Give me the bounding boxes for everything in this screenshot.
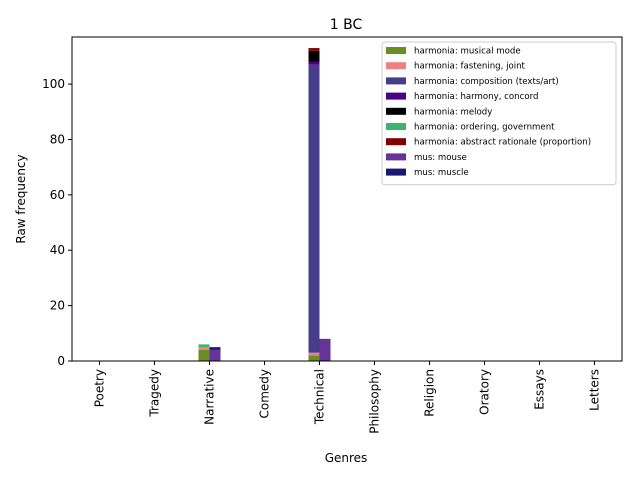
x-tick-label: Philosophy [368,369,382,434]
x-axis-label: Genres [325,451,368,465]
legend-swatch [386,138,406,146]
legend-label: harmonia: melody [414,107,492,117]
bar-segment [198,349,210,361]
legend-label: mus: mouse [414,153,467,163]
y-tick-label: 0 [57,354,65,368]
bar-segment [308,48,320,51]
x-axis: Poetry Tragedy Narrative Comedy Technical Phi… [93,361,602,434]
y-tick-label: 100 [42,77,65,91]
bar-segment [198,347,210,350]
y-tick-label: 80 [50,132,65,146]
y-axis-label: Raw frequency [14,154,28,243]
x-tick-label: Tragedy [148,369,162,418]
bar-segment [308,352,320,356]
legend-label: harmonia: fastening, joint [414,62,526,72]
legend-swatch [386,62,406,70]
x-tick-label: Narrative [203,369,217,425]
legend-label: harmonia: composition (texts/art) [414,77,559,87]
x-tick-label: Religion [423,369,437,417]
plot-frame [71,36,623,362]
legend-label: harmonia: harmony, concord [414,92,538,102]
bar-segment [308,50,320,62]
x-tick-label: Technical [313,369,327,425]
y-tick-label: 60 [50,188,65,202]
y-tick-label: 20 [50,299,65,313]
legend-box [381,41,617,186]
x-tick-label: Essays [533,369,547,410]
legend-swatch [386,92,406,100]
legend-swatch [386,123,406,130]
bar-segment [198,344,210,348]
x-tick-label: Oratory [478,369,492,415]
legend: harmonia: musical mode harmonia: fastenin… [381,41,617,186]
legend-label: harmonia: abstract rationale (proportion… [414,138,591,148]
legend-swatch [386,47,406,54]
legend-label: harmonia: ordering, government [414,123,555,133]
bar-segment [308,355,320,361]
legend-swatch [386,77,406,85]
bar-segment [209,347,221,350]
x-tick-label: Letters [588,369,602,411]
legend-swatch [386,168,406,176]
legend-label: mus: muscle [414,168,469,178]
x-tick-label: Poetry [93,369,107,407]
legend-swatch [386,153,406,161]
y-axis: 0 20 40 60 80 100 [42,77,72,368]
legend-swatch [386,107,406,115]
chart-title: 1 BC [330,17,363,33]
legend-label: harmonia: musical mode [414,47,521,57]
bar-segment [319,338,331,361]
bar-segment [308,61,320,65]
x-tick-label: Comedy [258,369,272,419]
bar-segment [308,64,320,353]
y-tick-label: 40 [50,243,65,257]
bars-layer [198,48,331,361]
bar-segment [209,349,221,361]
